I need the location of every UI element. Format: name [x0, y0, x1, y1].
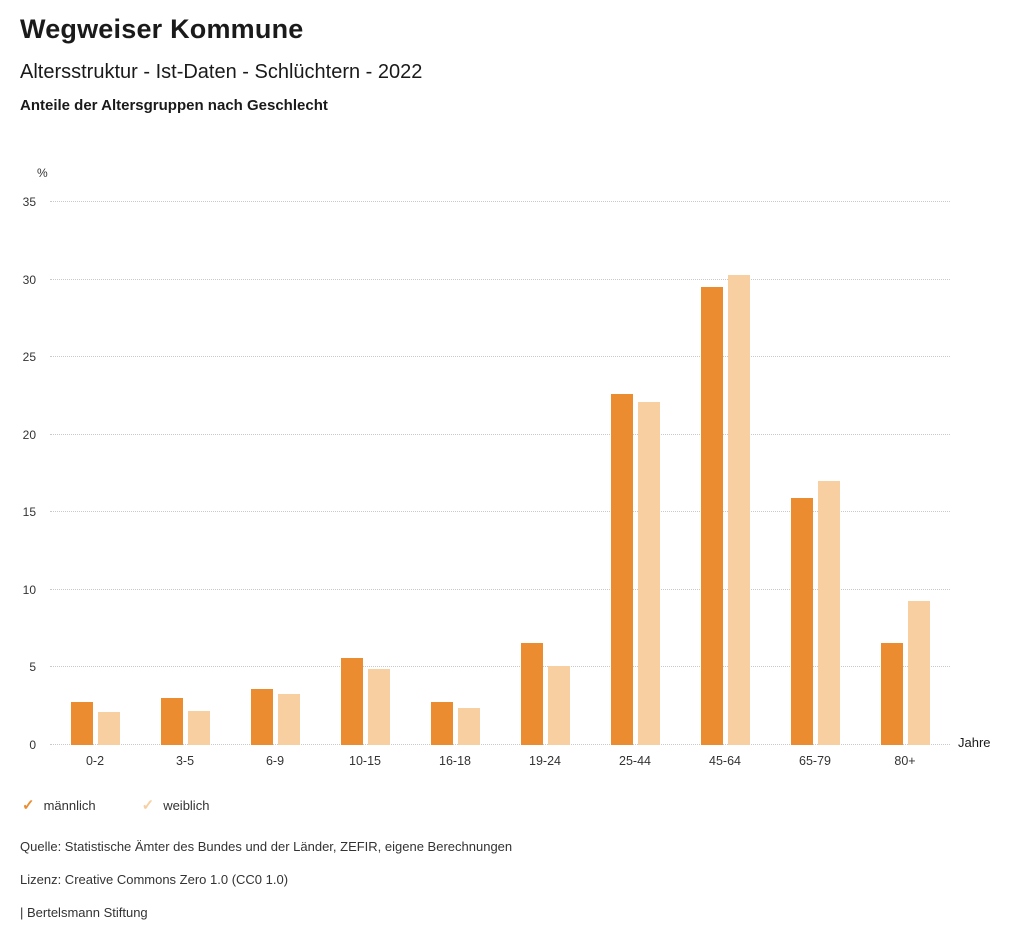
chart-heading: Anteile der Altersgruppen nach Geschlech…: [20, 97, 328, 114]
bar-männlich[interactable]: [700, 287, 723, 745]
bar-group: 80+: [860, 202, 950, 768]
bar-chart: % Jahre 0 5 10 15 20 25 30 35 0-2 3-5 6-9 10-15 16-1…: [23, 166, 991, 768]
legend-item-weiblich[interactable]: ✓ weiblich: [142, 798, 210, 813]
legend-label-maennlich: männlich: [43, 798, 96, 813]
y-tick-label: 10: [22, 582, 36, 597]
chart-footer: Quelle: Statistische Ämter des Bundes un…: [20, 839, 1004, 920]
plot-area: % Jahre 0 5 10 15 20 25 30 35 0-2 3-5 6-9 10-15 16-1…: [23, 166, 991, 768]
bar-group: 45-64: [680, 202, 770, 768]
x-tick-label: 65-79: [799, 754, 831, 768]
y-tick-label: 35: [22, 195, 36, 209]
y-tick-label: 0: [29, 738, 36, 752]
gridline: [50, 588, 950, 590]
page-title: Wegweiser Kommune: [20, 14, 304, 44]
bar-männlich[interactable]: [250, 689, 273, 745]
chart-subtitle: Altersstruktur - Ist-Daten - Schlüchtern…: [20, 61, 423, 83]
gridline: [50, 744, 950, 745]
bar-group: 16-18: [410, 202, 500, 768]
bar-weiblich[interactable]: [367, 668, 390, 745]
x-tick-label: 16-18: [439, 754, 471, 768]
y-tick-label: 15: [22, 505, 36, 520]
y-tick-label: 25: [22, 350, 36, 365]
bar-männlich[interactable]: [610, 394, 633, 745]
license-text: Lizenz: Creative Commons Zero 1.0 (CC0 1…: [20, 872, 289, 887]
x-tick-label: 10-15: [349, 754, 381, 768]
y-tick-label: 20: [22, 427, 36, 442]
bar-männlich[interactable]: [430, 701, 453, 745]
check-icon: ✓: [22, 797, 35, 814]
source-text: Quelle: Statistische Ämter des Bundes un…: [20, 839, 513, 854]
legend-label-weiblich: weiblich: [163, 798, 210, 813]
bar-weiblich[interactable]: [547, 665, 570, 745]
gridline: [50, 278, 950, 280]
chart-page: Wegweiser Kommune Altersstruktur - Ist-D…: [20, 14, 1004, 920]
bar-männlich[interactable]: [520, 642, 543, 745]
legend: ✓ männlich ✓ weiblich: [22, 798, 1004, 813]
gridline: [50, 433, 950, 435]
bar-weiblich[interactable]: [637, 402, 660, 745]
bar-weiblich[interactable]: [187, 710, 210, 745]
bar-weiblich[interactable]: [907, 600, 930, 745]
bar-weiblich[interactable]: [97, 712, 120, 745]
legend-item-maennlich[interactable]: ✓ männlich: [22, 798, 96, 813]
x-tick-label: 19-24: [529, 754, 561, 768]
bar-group: 65-79: [770, 202, 860, 768]
y-tick-label: 5: [29, 660, 36, 675]
bar-männlich[interactable]: [340, 658, 363, 745]
x-tick-label: 0-2: [85, 754, 105, 768]
bar-weiblich[interactable]: [727, 274, 750, 745]
bar-group: 3-5: [140, 202, 230, 768]
bar-männlich[interactable]: [70, 701, 93, 745]
bar-group: 6-9: [230, 202, 320, 768]
x-tick-label: 45-64: [709, 754, 741, 768]
x-tick-label: 25-44: [619, 754, 651, 768]
gridline: [50, 201, 950, 202]
gridline: [50, 356, 950, 358]
x-tick-label: 3-5: [175, 754, 195, 768]
bar-group: 10-15: [320, 202, 410, 768]
y-axis-unit-label: %: [37, 166, 48, 180]
brand-text: | Bertelsmann Stiftung: [20, 905, 148, 920]
bar-weiblich[interactable]: [277, 693, 300, 745]
x-tick-label: 80+: [894, 754, 916, 768]
bar-weiblich[interactable]: [457, 707, 480, 745]
bar-group: 0-2: [50, 202, 140, 768]
bar-group: 19-24: [500, 202, 590, 768]
bar-männlich[interactable]: [160, 698, 183, 745]
x-axis-unit-label: Jahre: [958, 735, 991, 750]
check-icon: ✓: [141, 797, 155, 814]
gridline: [50, 666, 950, 668]
bar-group: 25-44: [590, 202, 680, 768]
y-tick-label: 30: [22, 272, 36, 287]
bar-männlich[interactable]: [880, 642, 903, 745]
gridline: [50, 511, 950, 513]
x-tick-label: 6-9: [265, 754, 285, 768]
bar-weiblich[interactable]: [817, 481, 840, 745]
bar-männlich[interactable]: [790, 498, 813, 745]
bar-groups: 0-2 3-5 6-9 10-15 16-18 19-24 25-44 45-64 65-79 8…: [50, 202, 950, 768]
